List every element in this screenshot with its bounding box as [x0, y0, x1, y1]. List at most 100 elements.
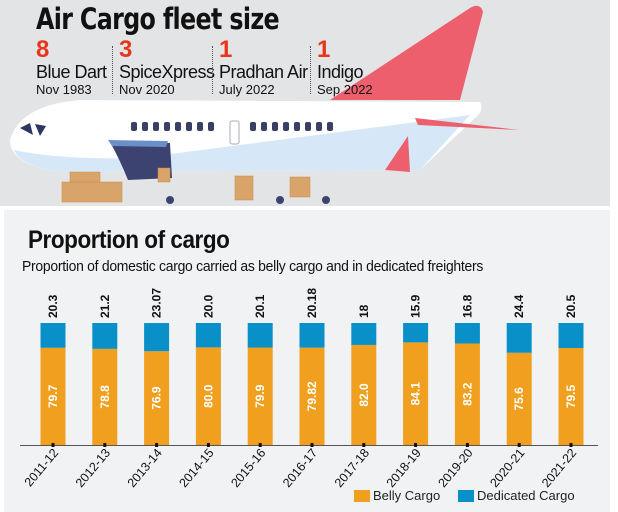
page-title: Air Cargo fleet size	[36, 2, 280, 36]
cargo-plane-illustration	[10, 5, 520, 204]
data-label-belly: 75.6	[512, 387, 526, 411]
x-tick-label: 2014-15	[176, 446, 216, 490]
bar-dedicated-2019-20	[454, 323, 480, 344]
data-label-belly: 84.1	[409, 382, 423, 406]
bar-belly-2014-15	[195, 347, 221, 445]
bar-dedicated-2013-14	[144, 323, 170, 352]
x-tick-label: 2017-18	[332, 446, 372, 490]
legend-swatch	[458, 489, 474, 502]
fleet-count: 8	[36, 36, 50, 63]
fleet-item: 1 Pradhan Air July 2022	[219, 36, 308, 98]
legend-swatch	[354, 489, 370, 502]
data-label-dedicated: 20.5	[564, 294, 578, 318]
data-label-belly: 80.0	[201, 384, 215, 408]
x-tick	[51, 443, 55, 447]
data-label-belly: 76.9	[150, 386, 164, 410]
bar-dedicated-2021-22	[558, 323, 584, 349]
bar-belly-2018-19	[403, 342, 429, 445]
divider	[112, 46, 113, 94]
fleet-date: July 2022	[219, 82, 275, 97]
data-label-belly: 78.8	[98, 385, 112, 409]
data-label-dedicated: 20.0	[201, 294, 215, 318]
fleet-count: 3	[119, 36, 133, 63]
x-tick-label: 2021-22	[539, 446, 579, 490]
bar-dedicated-2018-19	[403, 323, 429, 343]
fleet-panel: Air Cargo fleet size 8 Blue Dart Nov 1983 …	[0, 0, 610, 206]
x-tick-label: 2015-16	[228, 446, 268, 490]
data-label-belly: 82.0	[357, 383, 371, 407]
x-tick	[465, 443, 469, 447]
fleet-airline: SpiceXpress	[119, 62, 215, 82]
x-tick	[362, 443, 366, 447]
bar-belly-2021-22	[558, 348, 584, 445]
fleet-count: 1	[219, 36, 233, 63]
fleet-count: 1	[317, 36, 331, 63]
bar-dedicated-2012-13	[92, 323, 118, 349]
chart-subtitle: Proportion of domestic cargo carried as …	[22, 258, 484, 275]
x-tick-label: 2011-12	[22, 446, 62, 489]
divider	[212, 46, 213, 94]
chart-title: Proportion of cargo	[28, 226, 230, 254]
data-label-belly: 79.9	[253, 384, 267, 408]
fleet-item: 8 Blue Dart Nov 1983	[36, 36, 107, 98]
fleet-date: Nov 2020	[119, 82, 175, 97]
x-tick	[206, 443, 210, 447]
x-tick-label: 2013-14	[125, 446, 165, 490]
bar-belly-2011-12	[40, 347, 66, 445]
windows	[131, 122, 333, 131]
data-label-dedicated: 23.07	[150, 288, 164, 318]
data-label-dedicated: 24.4	[512, 294, 526, 318]
data-label-belly: 83.2	[460, 382, 474, 406]
x-tick-label: 2012-13	[73, 446, 113, 490]
data-label-dedicated: 20.3	[46, 294, 60, 318]
x-tick	[517, 443, 521, 447]
bar-dedicated-2015-16	[247, 323, 273, 348]
fleet-date: Nov 1983	[36, 82, 92, 97]
data-label-belly: 79.7	[46, 384, 60, 408]
data-label-dedicated: 18	[357, 304, 371, 318]
bar-dedicated-2020-21	[506, 323, 532, 353]
fleet-airline: Indigo	[317, 62, 364, 82]
bar-dedicated-2016-17	[299, 323, 325, 348]
bar-belly-2012-13	[92, 348, 118, 445]
bar-belly-2019-20	[454, 343, 480, 445]
data-label-dedicated: 20.1	[253, 294, 267, 318]
bar-belly-2016-17	[299, 347, 325, 445]
bar-belly-2020-21	[506, 352, 532, 445]
x-tick-label: 2020-21	[487, 446, 527, 490]
tail-fin	[330, 5, 483, 100]
x-tick-label: 2019-20	[435, 446, 475, 490]
fleet-airline: Blue Dart	[36, 62, 107, 82]
divider	[310, 46, 311, 94]
fleet-date: Sep 2022	[317, 82, 373, 97]
bar-belly-2013-14	[144, 351, 170, 445]
bar-belly-2017-18	[351, 344, 377, 445]
fleet-airline: Pradhan Air	[219, 62, 308, 82]
legend-dedicated: Dedicated Cargo	[458, 488, 575, 503]
x-tick	[569, 443, 573, 447]
legend-label: Belly Cargo	[373, 488, 441, 503]
x-tick	[103, 443, 107, 447]
data-label-dedicated: 16.8	[460, 294, 474, 318]
x-tick	[258, 443, 262, 447]
bar-dedicated-2011-12	[40, 323, 66, 348]
data-label-dedicated: 15.9	[409, 294, 423, 318]
legend-belly: Belly Cargo	[354, 488, 440, 503]
fleet-item: 1 Indigo Sep 2022	[317, 36, 373, 98]
fleet-item: 3 SpiceXpress Nov 2020	[119, 36, 215, 98]
cargo-boxes	[61, 167, 311, 203]
bar-belly-2015-16	[247, 347, 273, 445]
x-tick	[310, 443, 314, 447]
x-tick-label: 2016-17	[280, 446, 320, 490]
data-label-belly: 79.5	[564, 385, 578, 409]
data-label-dedicated: 21.2	[98, 294, 112, 318]
x-tick	[414, 443, 418, 447]
bar-dedicated-2014-15	[195, 323, 221, 348]
data-label-dedicated: 20.18	[305, 288, 319, 318]
x-tick-label: 2018-19	[384, 446, 424, 490]
legend-label: Dedicated Cargo	[477, 488, 575, 503]
bar-dedicated-2017-18	[351, 323, 377, 345]
data-label-belly: 79.82	[305, 381, 319, 411]
x-tick	[155, 443, 159, 447]
